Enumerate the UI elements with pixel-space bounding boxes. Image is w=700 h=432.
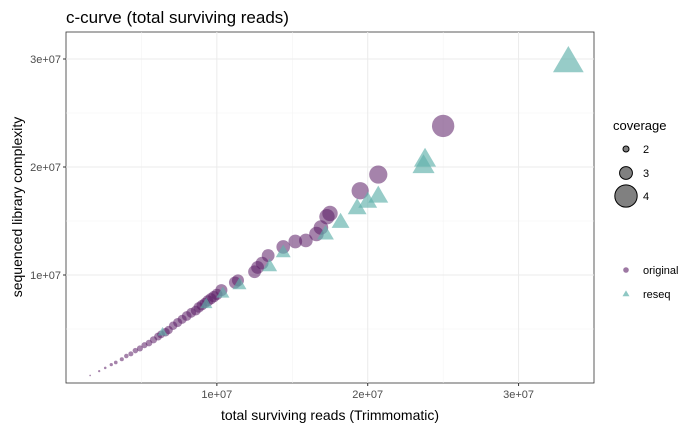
- x-tick-label: 3e+07: [503, 389, 534, 401]
- data-point-original: [119, 357, 124, 362]
- data-point-original: [124, 353, 129, 359]
- data-point-reseq: [358, 191, 378, 208]
- data-point-original: [132, 347, 139, 354]
- x-tick-label: 1e+07: [201, 389, 232, 401]
- y-axis-title: sequenced library complexity: [9, 117, 25, 298]
- size-legend-label: 3: [643, 168, 649, 180]
- data-point-original: [136, 345, 143, 352]
- data-point-original: [89, 374, 91, 377]
- data-point-original: [113, 360, 118, 365]
- size-legend-key: [619, 166, 633, 180]
- data-point-reseq: [262, 258, 278, 272]
- color-legend-key-original: [623, 267, 629, 273]
- axis-ticks: 1e+07 2e+07 3e+07 1e+07 2e+07 3e+07: [30, 54, 534, 401]
- legend: coverage 2 3 4 original reseq: [613, 118, 678, 301]
- data-point-original: [369, 165, 388, 184]
- chart-title: c-curve (total surviving reads): [66, 8, 289, 27]
- size-legend-title: coverage: [613, 118, 666, 133]
- size-legend-label: 2: [643, 144, 649, 156]
- data-point-reseq: [552, 46, 584, 73]
- data-point-original: [261, 249, 275, 262]
- x-axis-title: total surviving reads (Trimmomatic): [221, 407, 439, 423]
- y-tick-label: 1e+07: [30, 270, 61, 282]
- data-point-original: [128, 351, 134, 357]
- size-legend-entries: 2 3 4: [614, 144, 649, 208]
- data-point-original: [109, 363, 113, 367]
- data-point-original: [351, 182, 369, 200]
- data-point-original: [98, 369, 101, 373]
- data-point-reseq: [216, 286, 230, 298]
- data-point-reseq: [157, 327, 168, 336]
- size-legend-key: [614, 184, 638, 208]
- color-legend-key-reseq: [622, 290, 630, 297]
- color-legend-entries: original reseq: [622, 265, 678, 301]
- x-tick-label: 2e+07: [352, 389, 383, 401]
- data-point-reseq: [232, 277, 247, 290]
- data-point-original: [103, 366, 107, 370]
- grid-lines: [66, 32, 594, 383]
- data-point-reseq: [331, 212, 350, 228]
- y-tick-label: 2e+07: [30, 162, 61, 174]
- color-legend-label-reseq: reseq: [643, 289, 671, 301]
- data-point-reseq: [413, 147, 437, 167]
- data-point-reseq: [275, 244, 291, 258]
- data-point-original: [288, 234, 303, 249]
- data-point-reseq: [317, 225, 334, 240]
- size-legend-label: 4: [643, 191, 649, 203]
- data-point-reseq: [347, 198, 367, 215]
- y-tick-label: 3e+07: [30, 54, 61, 66]
- size-legend-key: [622, 145, 630, 153]
- data-point-original: [299, 233, 313, 248]
- data-point-original: [431, 114, 455, 138]
- color-legend-label-original: original: [643, 265, 678, 277]
- data-point-reseq: [368, 185, 389, 203]
- data-point-reseq: [200, 297, 213, 309]
- series-reseq: [157, 46, 584, 336]
- data-point-original: [322, 205, 338, 222]
